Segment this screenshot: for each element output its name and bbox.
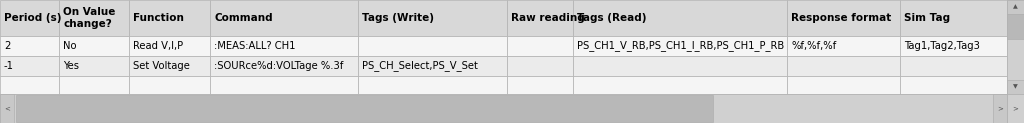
- Bar: [59, 76, 129, 94]
- Bar: [129, 36, 210, 56]
- Bar: [358, 0, 507, 36]
- Bar: [16, 95, 713, 122]
- Bar: [0, 76, 59, 94]
- Bar: [507, 76, 573, 94]
- Bar: [900, 56, 1007, 76]
- Bar: [573, 0, 787, 36]
- Text: ▼: ▼: [1013, 85, 1018, 90]
- Text: %f,%f,%f: %f,%f,%f: [792, 41, 837, 51]
- Text: Tags (Write): Tags (Write): [362, 13, 434, 23]
- Bar: [210, 0, 358, 36]
- Bar: [787, 76, 900, 94]
- Bar: [787, 56, 900, 76]
- Bar: [1007, 94, 1024, 123]
- Bar: [0, 94, 1007, 123]
- Bar: [59, 0, 129, 36]
- Bar: [573, 36, 787, 56]
- Bar: [787, 36, 900, 56]
- Text: 2: 2: [4, 41, 10, 51]
- Bar: [1007, 0, 1024, 14]
- Bar: [0, 56, 59, 76]
- Text: Sim Tag: Sim Tag: [904, 13, 950, 23]
- Bar: [900, 0, 1007, 36]
- Text: :SOURce%d:VOLTage %.3f: :SOURce%d:VOLTage %.3f: [214, 61, 344, 71]
- Text: No: No: [63, 41, 77, 51]
- Bar: [0, 0, 59, 36]
- Bar: [507, 0, 573, 36]
- Bar: [0, 36, 59, 56]
- Bar: [210, 36, 358, 56]
- Text: Tags (Read): Tags (Read): [577, 13, 646, 23]
- Bar: [900, 36, 1007, 56]
- Text: Raw reading: Raw reading: [511, 13, 585, 23]
- Bar: [358, 56, 507, 76]
- Text: Tag1,Tag2,Tag3: Tag1,Tag2,Tag3: [904, 41, 980, 51]
- Bar: [507, 56, 573, 76]
- Text: Function: Function: [133, 13, 183, 23]
- Bar: [507, 36, 573, 56]
- Text: Set Voltage: Set Voltage: [133, 61, 189, 71]
- Text: <: <: [4, 106, 10, 112]
- Bar: [0, 94, 14, 123]
- Text: Period (s): Period (s): [4, 13, 61, 23]
- Text: >: >: [997, 106, 1002, 112]
- Text: On Value
change?: On Value change?: [63, 7, 116, 29]
- Bar: [787, 0, 900, 36]
- Bar: [358, 36, 507, 56]
- Bar: [210, 76, 358, 94]
- Bar: [993, 94, 1007, 123]
- Bar: [129, 76, 210, 94]
- Text: Command: Command: [214, 13, 273, 23]
- Text: >: >: [1013, 106, 1019, 112]
- Text: Yes: Yes: [63, 61, 79, 71]
- Bar: [573, 76, 787, 94]
- Text: Response format: Response format: [792, 13, 892, 23]
- Bar: [573, 56, 787, 76]
- Bar: [210, 56, 358, 76]
- Bar: [129, 0, 210, 36]
- Text: Read V,I,P: Read V,I,P: [133, 41, 183, 51]
- Bar: [900, 76, 1007, 94]
- Text: -1: -1: [4, 61, 14, 71]
- Bar: [129, 56, 210, 76]
- Bar: [1007, 0, 1024, 123]
- Text: PS_CH1_V_RB,PS_CH1_I_RB,PS_CH1_P_RB: PS_CH1_V_RB,PS_CH1_I_RB,PS_CH1_P_RB: [577, 41, 784, 51]
- Bar: [1007, 14, 1024, 39]
- Bar: [1007, 80, 1024, 94]
- Text: :MEAS:ALL? CH1: :MEAS:ALL? CH1: [214, 41, 296, 51]
- Text: ▲: ▲: [1013, 5, 1018, 9]
- Bar: [358, 76, 507, 94]
- Bar: [59, 56, 129, 76]
- Text: PS_CH_Select,PS_V_Set: PS_CH_Select,PS_V_Set: [362, 61, 478, 71]
- Bar: [59, 36, 129, 56]
